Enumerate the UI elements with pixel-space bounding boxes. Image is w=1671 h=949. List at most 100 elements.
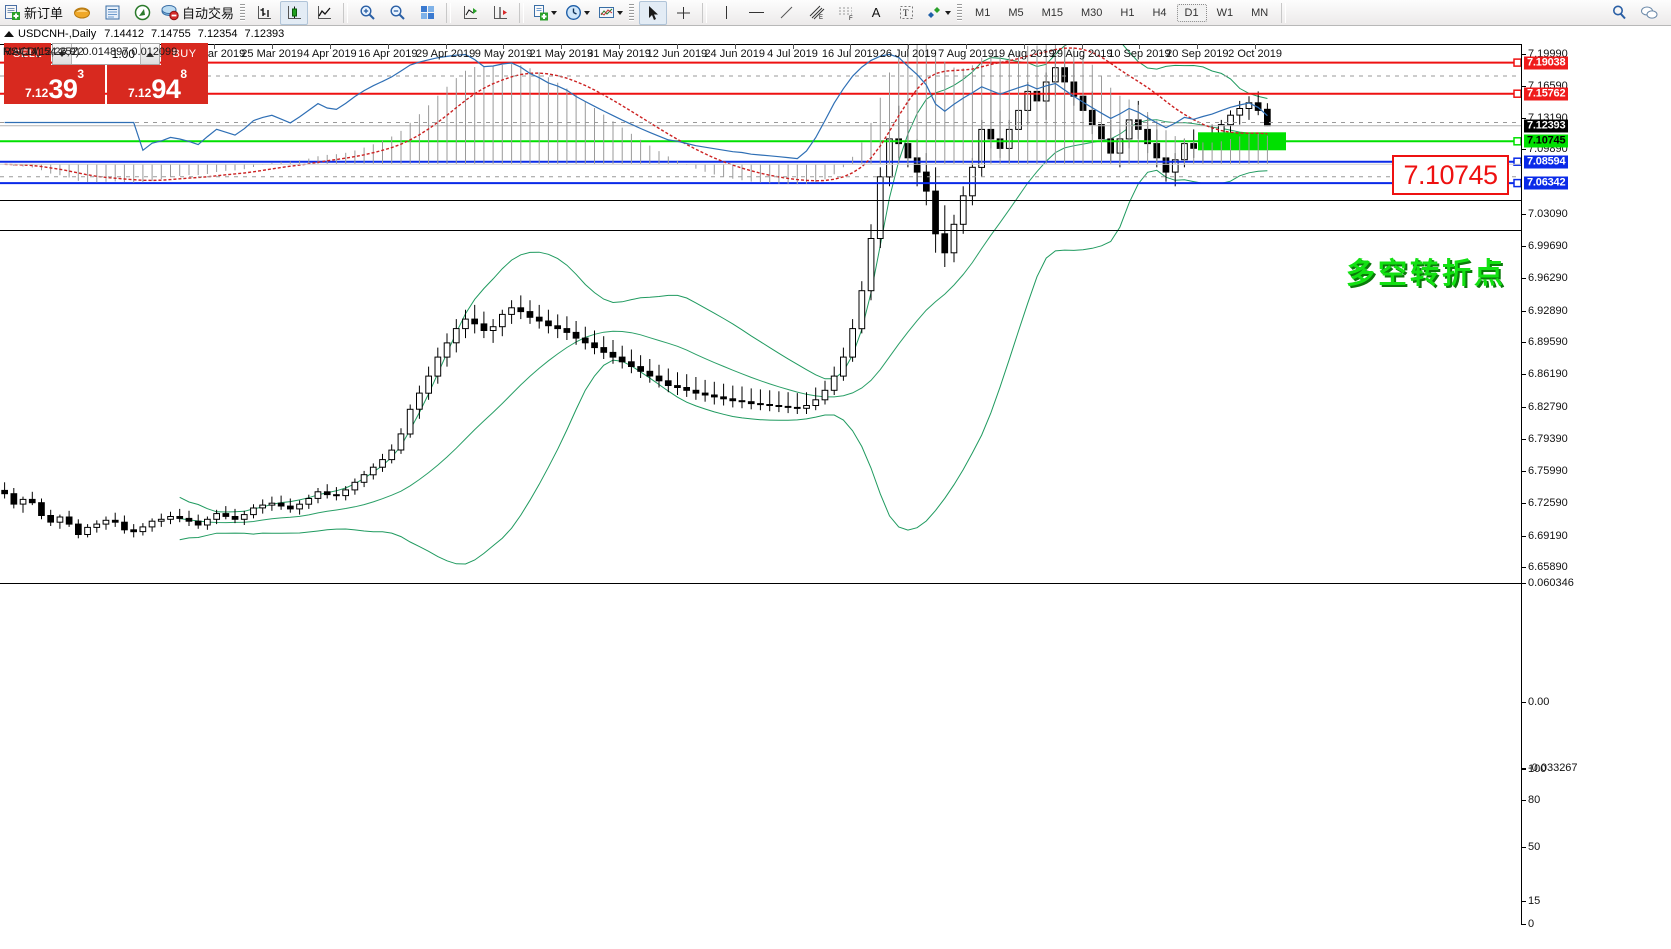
candlestick-chart-button[interactable] bbox=[280, 0, 309, 25]
sell-price[interactable]: 7.12 39 3 bbox=[4, 65, 105, 104]
date-label: 26 Jul 2019 bbox=[879, 48, 937, 60]
line-chart-button[interactable] bbox=[310, 1, 338, 25]
toolbar-grip-1[interactable] bbox=[240, 3, 246, 22]
chart-expand-icon[interactable] bbox=[4, 31, 14, 37]
date-label: 20 Sep 2019 bbox=[1166, 48, 1229, 60]
chat-button[interactable] bbox=[1635, 1, 1663, 25]
timeframe-m30[interactable]: M30 bbox=[1081, 6, 1103, 19]
equidistant-channel-button[interactable]: E bbox=[802, 1, 830, 25]
volume-increase-button[interactable] bbox=[140, 44, 159, 64]
chevron-down-icon[interactable] bbox=[584, 10, 591, 15]
timeframe-m15[interactable]: M15 bbox=[1041, 6, 1063, 19]
buy-price[interactable]: 7.12 94 8 bbox=[107, 65, 208, 104]
date-label: 2 Oct 2019 bbox=[1228, 48, 1282, 60]
one-click-trading-panel[interactable]: SELL 1.00 BUY 7.12 39 3 7.12 94 8 bbox=[4, 43, 208, 104]
autotrading-label: 自动交易 bbox=[182, 6, 235, 21]
sell-price-main: 39 bbox=[48, 74, 78, 104]
date-tick bbox=[445, 44, 447, 49]
ohlc-open: 7.14412 bbox=[104, 28, 144, 40]
date-tick bbox=[1255, 44, 1257, 49]
price-level-resistance[interactable]: 7.19038 bbox=[1524, 56, 1569, 70]
zoom-out-button[interactable] bbox=[383, 1, 411, 25]
macd-tick: -0.033267 bbox=[1522, 762, 1578, 774]
trendline-button[interactable] bbox=[772, 1, 800, 25]
macd-canvas bbox=[0, 45, 1521, 185]
buy-button[interactable]: BUY bbox=[161, 43, 208, 65]
new-template-button[interactable] bbox=[529, 1, 560, 25]
price-tick: 6.99690 bbox=[1522, 240, 1568, 253]
rsi-pane[interactable]: RSI(14) 54.2522 bbox=[0, 44, 1521, 201]
date-label: 29 Aug 2019 bbox=[1050, 48, 1113, 60]
date-tick bbox=[561, 44, 563, 49]
cursor-tool-button[interactable] bbox=[639, 0, 668, 25]
toolbar-grip-2[interactable] bbox=[629, 3, 635, 22]
data-window-button[interactable] bbox=[98, 1, 126, 25]
price-level-support[interactable]: 7.06342 bbox=[1524, 176, 1569, 190]
indicators-button[interactable] bbox=[595, 1, 626, 25]
text-label-button[interactable]: T bbox=[892, 1, 920, 25]
date-tick bbox=[619, 44, 621, 49]
price-callout-box: 7.10745 bbox=[1392, 155, 1509, 195]
new-order-button[interactable]: 新订单 bbox=[1, 1, 66, 25]
date-label: 16 Jul 2019 bbox=[821, 48, 879, 60]
chevron-down-icon[interactable] bbox=[945, 10, 952, 15]
timeframe-mn[interactable]: MN bbox=[1251, 6, 1269, 19]
autotrading-button[interactable]: 自动交易 bbox=[158, 1, 237, 25]
text-tool-button[interactable]: A bbox=[871, 5, 881, 20]
date-label: 9 May 2019 bbox=[474, 48, 533, 60]
chart-area[interactable]: MACD(12,26,9) 0.014897 0.012099 RSI(14) … bbox=[0, 44, 1671, 949]
price-tick: 6.69190 bbox=[1522, 529, 1568, 542]
volume-stepper[interactable]: 1.00 bbox=[52, 43, 160, 65]
shapes-button[interactable] bbox=[922, 1, 954, 25]
price-scale[interactable]: 7.19990 7.16590 7.13190 7.09890 7.03090 6.996… bbox=[1521, 44, 1671, 930]
auto-scroll-button[interactable] bbox=[486, 1, 514, 25]
price-tick: 6.65890 bbox=[1522, 560, 1568, 573]
ohlc-low: 7.12354 bbox=[197, 28, 238, 40]
price-level-resistance[interactable]: 7.15762 bbox=[1524, 87, 1569, 101]
date-tick bbox=[1023, 44, 1025, 49]
macd-label: MACD(12,26,9) 0.014897 0.012099 bbox=[3, 46, 178, 58]
price-tick: 6.79390 bbox=[1522, 432, 1568, 445]
timeframe-h1[interactable]: H1 bbox=[1120, 6, 1135, 19]
date-tick bbox=[1197, 44, 1199, 49]
date-label: 7 Aug 2019 bbox=[938, 48, 994, 60]
trade-prices-row: 7.12 39 3 7.12 94 8 bbox=[4, 65, 208, 104]
price-tick: 6.89590 bbox=[1522, 336, 1568, 348]
date-tick bbox=[676, 44, 678, 49]
date-label: 19 Aug 2019 bbox=[992, 48, 1055, 60]
price-level-last-price[interactable]: 7.12393 bbox=[1524, 119, 1569, 133]
volume-input[interactable]: 1.00 bbox=[72, 44, 140, 64]
tile-windows-button[interactable] bbox=[413, 1, 441, 25]
buy-price-point: 8 bbox=[180, 67, 188, 81]
crosshair-tool-button[interactable] bbox=[669, 1, 697, 25]
chevron-down-icon[interactable] bbox=[617, 10, 624, 15]
bar-chart-button[interactable] bbox=[250, 1, 278, 25]
period-button[interactable] bbox=[562, 1, 593, 25]
chart-shift-button[interactable] bbox=[456, 1, 484, 25]
symbol-info-bar: USDCNH-,Daily 7.14412 7.14755 7.12354 7.… bbox=[0, 27, 1671, 41]
navigator-button[interactable] bbox=[128, 1, 156, 25]
rsi-tick: 50 bbox=[1521, 840, 1541, 853]
toolbar-grip-3[interactable] bbox=[957, 3, 963, 22]
timeframe-d1[interactable]: D1 bbox=[1176, 3, 1207, 22]
zoom-in-button[interactable] bbox=[353, 1, 381, 25]
chevron-down-icon[interactable] bbox=[551, 10, 558, 15]
toolbar-divider-5 bbox=[1281, 2, 1287, 23]
symbol-name: USDCNH-,Daily bbox=[18, 28, 97, 40]
horizontal-line-button[interactable] bbox=[742, 1, 770, 25]
fibonacci-button[interactable]: F bbox=[832, 1, 860, 25]
timeframe-h4[interactable]: H4 bbox=[1152, 6, 1167, 19]
price-level-signal[interactable]: 7.10745 bbox=[1524, 134, 1569, 148]
volume-decrease-button[interactable] bbox=[53, 44, 72, 64]
timeframe-m5[interactable]: M5 bbox=[1008, 6, 1024, 19]
expert-advisors-button[interactable] bbox=[68, 1, 96, 25]
date-tick bbox=[272, 44, 274, 49]
sell-button[interactable]: SELL bbox=[4, 43, 51, 65]
timeframe-w1[interactable]: W1 bbox=[1216, 6, 1234, 19]
search-button[interactable] bbox=[1605, 1, 1633, 25]
timeframe-m1[interactable]: M1 bbox=[975, 6, 991, 19]
vertical-line-button[interactable] bbox=[712, 1, 740, 25]
rsi-tick: 0 bbox=[1521, 918, 1535, 930]
price-level-support[interactable]: 7.08594 bbox=[1524, 155, 1569, 169]
